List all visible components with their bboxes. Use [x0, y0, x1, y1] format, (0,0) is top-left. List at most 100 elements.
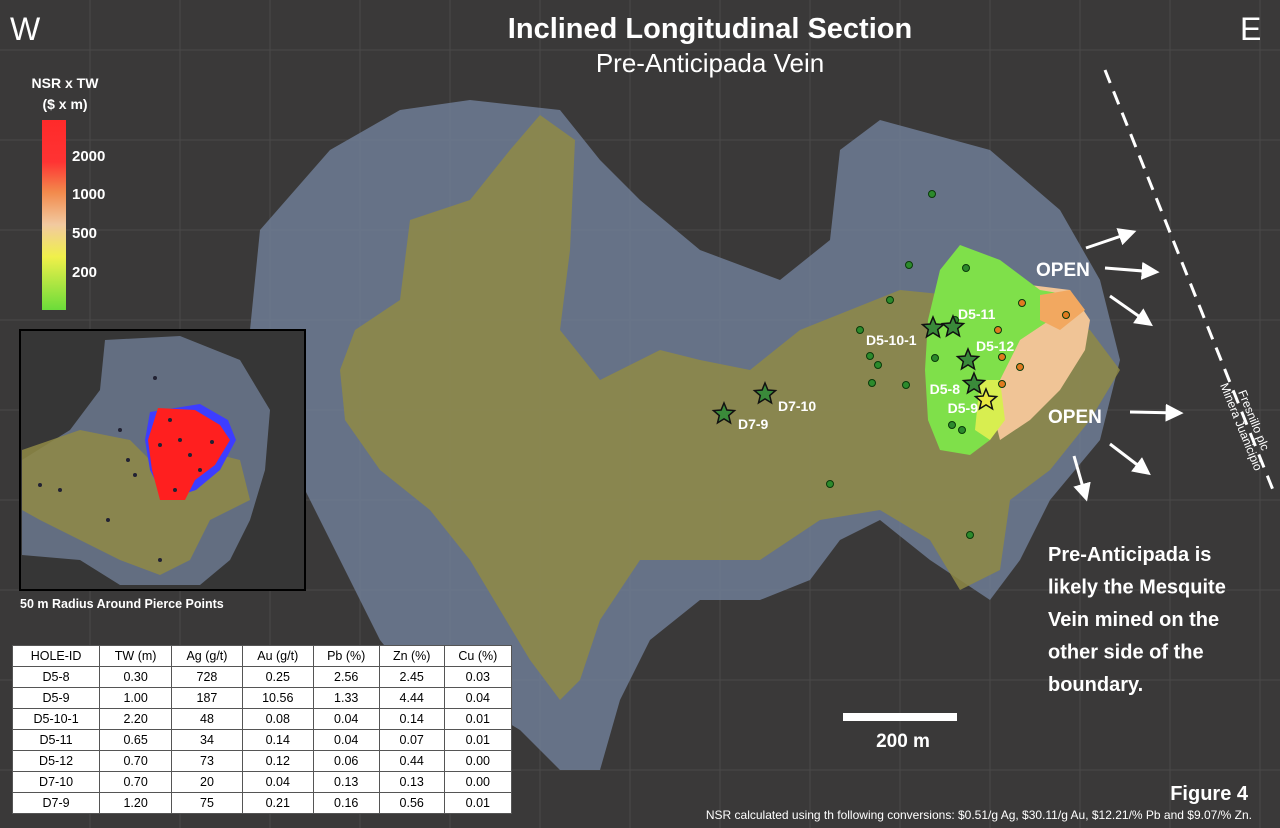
- table-cell: 10.56: [241, 687, 314, 709]
- open-label: OPEN: [1048, 407, 1102, 428]
- table-cell: 2.45: [378, 666, 445, 688]
- orange-zone: [1040, 290, 1085, 330]
- table-cell: D5-8: [11, 666, 101, 688]
- table-cell: 0.70: [99, 771, 173, 793]
- table-cell: 34: [171, 729, 243, 751]
- pierce-star: [955, 347, 981, 371]
- table-cell: 1.00: [99, 687, 173, 709]
- drill-holes: [38, 190, 1070, 562]
- e-label: E: [1240, 11, 1261, 47]
- table-row: D5-10-1 2.20 48 0.08 0.04 0.14 0.01: [11, 708, 513, 730]
- inset-hole: [118, 428, 122, 432]
- note-line: Vein mined on the: [1048, 609, 1219, 631]
- table-cell: 0.01: [443, 708, 513, 730]
- arrow: [1072, 455, 1091, 502]
- table-cell: 0.07: [378, 729, 445, 751]
- table-cell: 0.04: [241, 771, 314, 793]
- legend-title: NSR x TW: [32, 75, 100, 91]
- table-cell: D5-10-1: [11, 708, 101, 730]
- table-cell: Cu (%): [443, 645, 513, 667]
- assay-table: HOLE-ID TW (m) Ag (g/t) Au (g/t) Pb (%) Zn (%…: [11, 645, 513, 814]
- note-line: likely the Mesquite: [1048, 577, 1226, 599]
- table-row: HOLE-ID TW (m) Ag (g/t) Au (g/t) Pb (%) Zn (%…: [11, 645, 513, 667]
- table-cell: 728: [171, 666, 243, 688]
- table-cell: D7-10: [11, 771, 101, 793]
- footnote: NSR calculated using th following conver…: [706, 808, 1252, 822]
- table-cell: 0.00: [443, 771, 513, 793]
- table-cell: 0.00: [443, 750, 513, 772]
- table-cell: 0.12: [241, 750, 314, 772]
- table-cell: 0.04: [312, 708, 380, 730]
- yellow-zone: [975, 380, 1005, 440]
- table-cell: 0.01: [443, 792, 513, 814]
- subtitle: Pre-Anticipada Vein: [596, 48, 824, 78]
- table-cell: 2.56: [312, 666, 380, 688]
- legend-title: ($ x m): [42, 96, 87, 112]
- arrow: [1085, 228, 1137, 250]
- legend-label: 500: [72, 225, 97, 242]
- table-cell: 0.14: [241, 729, 314, 751]
- pierce-star: [973, 387, 999, 411]
- inset-hole: [210, 440, 214, 444]
- hole-label: D5-12: [976, 338, 1014, 354]
- table-row: D5-12 0.70 73 0.12 0.06 0.44 0.00: [11, 750, 513, 772]
- drill-hole: [1018, 299, 1026, 307]
- note-line: Pre-Anticipada is: [1048, 544, 1211, 566]
- note-line: other side of the: [1048, 642, 1204, 664]
- table-cell: 0.08: [241, 708, 314, 730]
- table-cell: 0.14: [378, 708, 445, 730]
- table-cell: 0.03: [443, 666, 513, 688]
- hole-label: D7-9: [738, 416, 769, 432]
- note: Pre-Anticipada is likely the Mesquite Vein…: [1048, 544, 1226, 696]
- table-cell: D5-12: [11, 750, 101, 772]
- table-cell: 0.04: [443, 687, 513, 709]
- boundary-line: [1103, 69, 1277, 496]
- table-cell: Au (g/t): [241, 645, 314, 667]
- drill-hole: [1016, 363, 1024, 371]
- inset-hole: [198, 468, 202, 472]
- scale-label: 200 m: [876, 731, 930, 752]
- drill-hole: [994, 326, 1002, 334]
- table-cell: D5-11: [11, 729, 101, 751]
- hole-label: D5-9: [948, 400, 979, 416]
- table-cell: 0.01: [443, 729, 513, 751]
- drill-hole: [856, 326, 864, 334]
- hole-label: D5-11: [958, 306, 996, 322]
- table-cell: 2.20: [99, 708, 173, 730]
- drill-hole: [866, 352, 874, 360]
- drill-hole: [966, 531, 974, 539]
- table-cell: D7-9: [11, 792, 101, 814]
- drill-hole: [902, 381, 910, 389]
- drill-hole: [958, 426, 966, 434]
- table-cell: 0.21: [241, 792, 314, 814]
- w-label: W: [10, 11, 41, 47]
- table-cell: 0.44: [378, 750, 445, 772]
- pierce-star: [940, 314, 966, 338]
- table-cell: HOLE-ID: [11, 645, 101, 667]
- table-row: D7-9 1.20 75 0.21 0.16 0.56 0.01: [11, 792, 513, 814]
- mid-grade-zone: [925, 245, 1070, 455]
- pierce-star: [920, 315, 946, 339]
- legend-label: 200: [72, 264, 97, 281]
- pierce-points: D5-10-1 D5-11 D5-12 D5-8 D5-9 D7-10 D7-9: [711, 306, 1014, 432]
- table-row: D5-8 0.30 728 0.25 2.56 2.45 0.03: [11, 666, 513, 688]
- table-cell: 0.65: [99, 729, 173, 751]
- pierce-star: [752, 381, 778, 405]
- table-cell: 0.04: [312, 729, 380, 751]
- drill-hole: [905, 261, 913, 269]
- table-cell: Pb (%): [312, 645, 380, 667]
- legend-label: 1000: [72, 186, 105, 203]
- drill-hole: [874, 361, 882, 369]
- inset-hole: [178, 438, 182, 442]
- inset-hole: [188, 453, 192, 457]
- hole-label: D5-10-1: [866, 332, 917, 348]
- inset-hole: [168, 418, 172, 422]
- table-cell: 0.70: [99, 750, 173, 772]
- table-row: D7-10 0.70 20 0.04 0.13 0.13 0.00: [11, 771, 513, 793]
- table-cell: 4.44: [378, 687, 445, 709]
- inset-hole: [58, 488, 62, 492]
- arrow: [1129, 403, 1184, 422]
- arrows: [1072, 228, 1184, 502]
- drill-hole: [998, 380, 1006, 388]
